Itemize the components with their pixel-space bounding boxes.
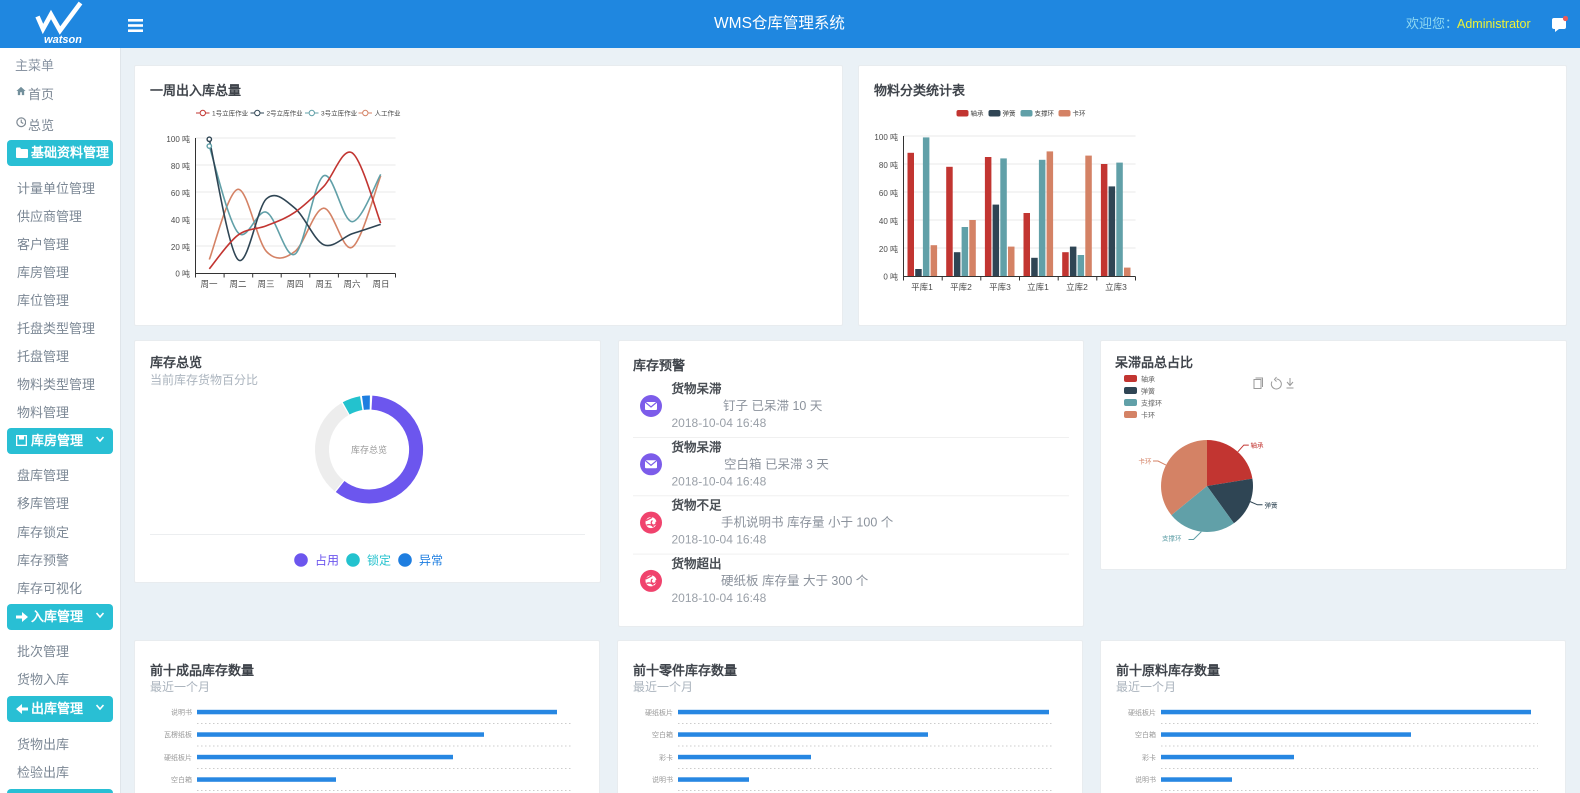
svg-text:说明书: 说明书 [171, 708, 192, 717]
svg-text:锁定: 锁定 [367, 553, 391, 568]
svg-text:库存总览: 库存总览 [351, 444, 387, 455]
svg-text:2018-10-04 16:48: 2018-10-04 16:48 [672, 591, 767, 605]
svg-text:轴承: 轴承 [1251, 441, 1265, 450]
svg-text:0 吨: 0 吨 [883, 272, 898, 282]
svg-text:轴承: 轴承 [971, 109, 985, 118]
svg-text:说明书: 说明书 [1135, 775, 1156, 784]
svg-text:100 吨: 100 吨 [874, 132, 898, 142]
svg-text:彩卡: 彩卡 [659, 753, 673, 762]
svg-text:2018-10-04 16:48: 2018-10-04 16:48 [672, 474, 767, 488]
svg-text:彩卡: 彩卡 [1142, 753, 1156, 762]
svg-text:立库1: 立库1 [1027, 282, 1049, 292]
svg-text:空白箱 已呆滞 3 天: 空白箱 已呆滞 3 天 [724, 456, 829, 471]
svg-text:3号立库作业: 3号立库作业 [321, 109, 358, 118]
svg-text:支撑环: 支撑环 [1141, 399, 1162, 408]
svg-text:卡环: 卡环 [1073, 109, 1087, 118]
svg-text:轴承: 轴承 [1141, 375, 1155, 384]
svg-text:空白箱: 空白箱 [652, 730, 673, 739]
svg-text:0 吨: 0 吨 [175, 269, 190, 279]
svg-text:异常: 异常 [419, 554, 443, 568]
svg-text:平库1: 平库1 [911, 282, 933, 292]
svg-text:立库2: 立库2 [1066, 282, 1088, 292]
svg-text:硬纸板片: 硬纸板片 [645, 708, 673, 717]
svg-text:100 吨: 100 吨 [166, 134, 190, 144]
svg-text:弹簧: 弹簧 [1141, 387, 1155, 396]
svg-text:40 吨: 40 吨 [879, 216, 898, 226]
svg-text:60 吨: 60 吨 [171, 188, 190, 198]
svg-text:说明书: 说明书 [652, 775, 673, 784]
svg-text:支撑环: 支撑环 [1162, 534, 1182, 543]
svg-text:周四: 周四 [286, 279, 303, 289]
svg-text:钉子 已呆滞 10 天: 钉子 已呆滞 10 天 [723, 399, 823, 413]
svg-text:watson: watson [44, 34, 82, 46]
svg-text:占用: 占用 [315, 553, 339, 568]
svg-text:周日: 周日 [372, 279, 389, 289]
svg-text:弹簧: 弹簧 [1003, 109, 1017, 118]
svg-text:80 吨: 80 吨 [171, 161, 190, 171]
svg-text:2018-10-04 16:48: 2018-10-04 16:48 [672, 533, 767, 547]
svg-text:40 吨: 40 吨 [171, 215, 190, 225]
svg-text:周三: 周三 [257, 279, 274, 289]
svg-text:平库3: 平库3 [989, 282, 1011, 292]
svg-text:空白箱: 空白箱 [1135, 730, 1156, 739]
svg-text:周五: 周五 [315, 279, 333, 289]
svg-text:80 吨: 80 吨 [879, 160, 898, 170]
svg-text:货物不足: 货物不足 [672, 498, 723, 513]
svg-text:2号立库作业: 2号立库作业 [267, 109, 304, 118]
svg-text:周二: 周二 [229, 279, 247, 289]
svg-text:立库3: 立库3 [1105, 282, 1127, 292]
svg-text:硬纸板片: 硬纸板片 [164, 753, 192, 762]
svg-text:周六: 周六 [343, 279, 361, 289]
svg-text:货物超出: 货物超出 [672, 556, 722, 571]
svg-text:手机说明书 库存量 小于 100 个: 手机说明书 库存量 小于 100 个 [721, 515, 894, 530]
svg-text:弹簧: 弹簧 [1265, 501, 1279, 510]
svg-text:卡环: 卡环 [1139, 457, 1153, 466]
svg-text:硬纸板片: 硬纸板片 [1128, 708, 1156, 717]
svg-text:硬纸板 库存量 大于 300 个: 硬纸板 库存量 大于 300 个 [721, 573, 869, 588]
svg-text:2018-10-04 16:48: 2018-10-04 16:48 [672, 416, 767, 430]
svg-text:空白箱: 空白箱 [171, 775, 192, 784]
svg-text:平库2: 平库2 [950, 282, 972, 292]
svg-text:支撑环: 支撑环 [1035, 109, 1055, 118]
svg-text:人工作业: 人工作业 [375, 109, 402, 118]
svg-text:60 吨: 60 吨 [879, 188, 898, 198]
svg-text:瓦楞纸板: 瓦楞纸板 [164, 730, 192, 739]
svg-text:20 吨: 20 吨 [879, 244, 898, 254]
svg-text:1号立库作业: 1号立库作业 [212, 109, 249, 118]
svg-text:周一: 周一 [200, 279, 218, 289]
svg-text:20 吨: 20 吨 [171, 242, 190, 252]
svg-text:货物呆滞: 货物呆滞 [672, 381, 723, 396]
svg-text:卡环: 卡环 [1141, 411, 1155, 420]
svg-text:货物呆滞: 货物呆滞 [672, 439, 723, 454]
